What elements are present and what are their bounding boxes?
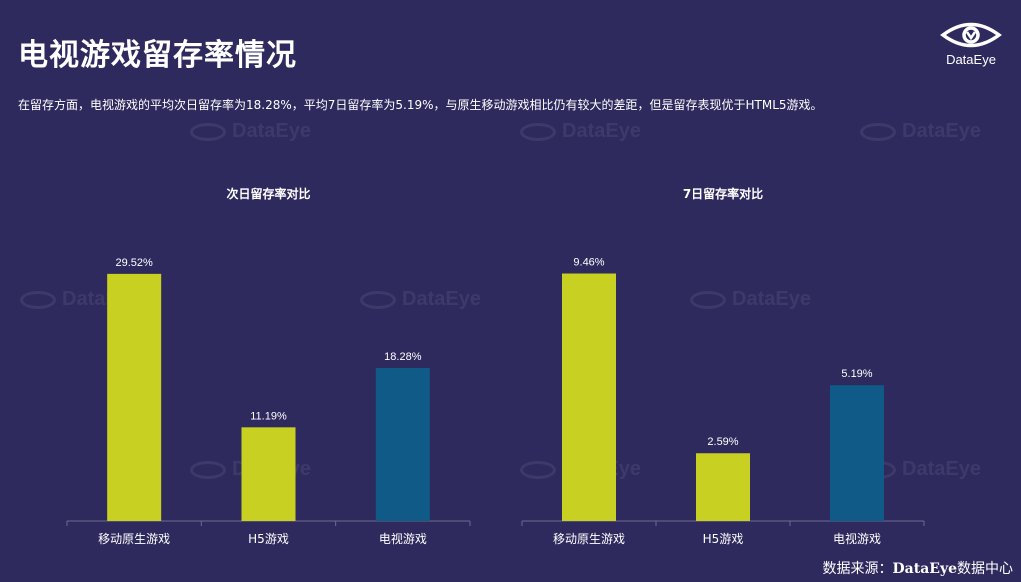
- category-label: H5游戏: [703, 532, 744, 546]
- watermark: DataEye: [690, 288, 811, 311]
- watermark: DataEye: [520, 120, 641, 143]
- bar: [375, 367, 430, 521]
- category-label: 电视游戏: [379, 531, 427, 546]
- data-label: 9.46%: [573, 257, 604, 269]
- category-label: 移动原生游戏: [98, 532, 170, 546]
- next-day-retention-chart-svg: 次日留存率对比 29.52% 移动原生游戏 11.19% H5游戏 18.28% 电视游戏: [66, 186, 471, 546]
- bar: [241, 427, 296, 521]
- chart-title: 7日留存率对比: [683, 186, 763, 201]
- source-suffix: 数据中心: [957, 561, 1013, 577]
- seven-day-retention-chart: 7日留存率对比 9.46% 移动原生游戏 2.59% H5游戏 5.19% 电视游戏: [500, 0, 1020, 582]
- category-label: H5游戏: [248, 532, 289, 546]
- logo-text: DataEye: [946, 52, 996, 67]
- data-source: 数据来源：DataEye数据中心: [823, 558, 1013, 578]
- page-title: 电视游戏留存率情况: [18, 38, 297, 73]
- watermark: DataEye: [860, 120, 981, 143]
- source-brand: DataEye: [892, 561, 957, 577]
- watermark: DataEye: [190, 120, 311, 143]
- data-label: 18.28%: [384, 351, 422, 363]
- eye-logo-icon: [940, 22, 1002, 48]
- data-label: 5.19%: [841, 368, 872, 380]
- watermark: DataEye: [360, 288, 481, 311]
- dataeye-logo: DataEye: [936, 20, 1006, 67]
- category-label: 电视游戏: [833, 531, 881, 546]
- bar: [562, 273, 616, 521]
- category-label: 移动原生游戏: [553, 532, 625, 546]
- chart-title: 次日留存率对比: [226, 186, 310, 201]
- page-subtitle: 在留存方面，电视游戏的平均次日留存率为18.28%，平均7日留存率为5.19%，…: [18, 98, 823, 112]
- source-prefix: 数据来源：: [822, 561, 893, 577]
- bar: [107, 273, 162, 521]
- bar: [830, 385, 884, 521]
- data-label: 11.19%: [250, 410, 287, 422]
- data-label: 2.59%: [707, 436, 738, 448]
- bar: [696, 453, 750, 521]
- next-day-retention-chart: 次日留存率对比 29.52% 移动原生游戏 11.19% H5游戏 18.28% 电视游戏: [0, 0, 500, 582]
- seven-day-retention-chart-svg: 7日留存率对比 9.46% 移动原生游戏 2.59% H5游戏 5.19% 电视游戏: [521, 186, 925, 546]
- data-label: 29.52%: [116, 257, 154, 269]
